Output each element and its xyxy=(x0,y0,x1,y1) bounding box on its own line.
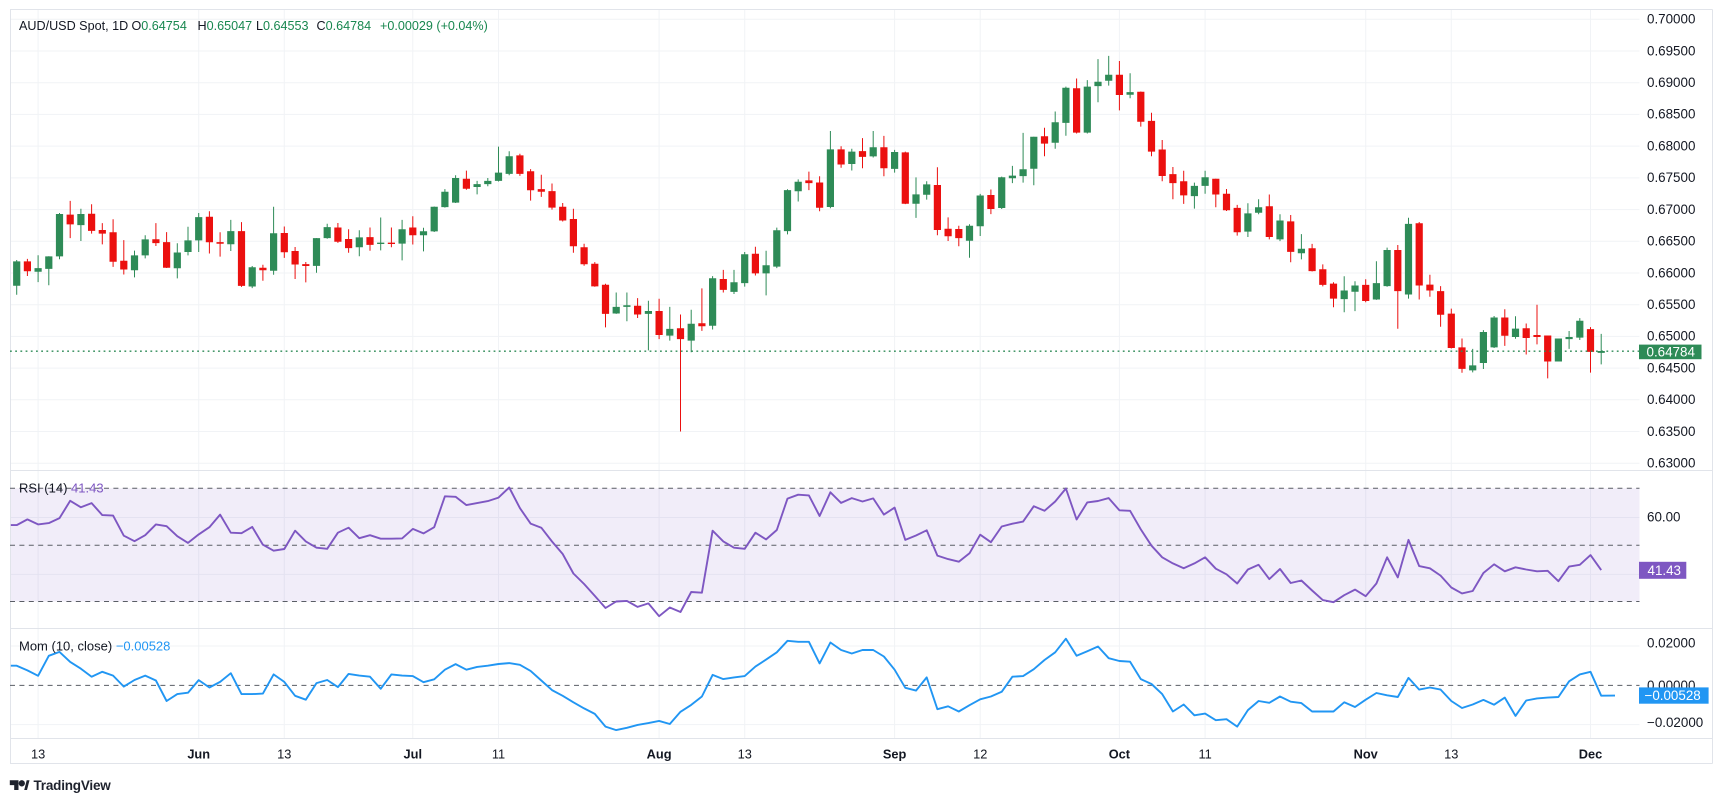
svg-text:Mom (10, close) −0.00528: Mom (10, close) −0.00528 xyxy=(19,638,170,653)
svg-text:Dec: Dec xyxy=(1579,747,1602,762)
svg-text:13: 13 xyxy=(1444,747,1458,762)
svg-text:11: 11 xyxy=(492,747,505,762)
svg-text:0.64000: 0.64000 xyxy=(1647,392,1695,407)
svg-text:11: 11 xyxy=(1198,747,1211,762)
svg-text:Nov: Nov xyxy=(1354,747,1379,762)
svg-text:0.64784: 0.64784 xyxy=(1647,344,1696,359)
svg-text:13: 13 xyxy=(31,747,45,762)
svg-text:0.63000: 0.63000 xyxy=(1647,456,1695,471)
svg-text:0.70000: 0.70000 xyxy=(1647,12,1695,27)
svg-text:0.02000: 0.02000 xyxy=(1647,636,1695,651)
svg-text:0.68500: 0.68500 xyxy=(1647,107,1695,122)
svg-text:−0.02000: −0.02000 xyxy=(1647,715,1703,730)
svg-text:41.43: 41.43 xyxy=(1648,563,1682,578)
svg-text:12: 12 xyxy=(973,747,987,762)
svg-text:0.66000: 0.66000 xyxy=(1647,265,1695,280)
svg-text:L0.64553: L0.64553 xyxy=(256,19,309,33)
svg-text:Oct: Oct xyxy=(1109,747,1131,762)
svg-text:TradingView: TradingView xyxy=(34,778,112,793)
svg-text:−0.00528: −0.00528 xyxy=(1645,688,1701,703)
svg-text:0.65500: 0.65500 xyxy=(1647,297,1695,312)
svg-text:H0.65047: H0.65047 xyxy=(198,19,253,33)
svg-text:O0.64754: O0.64754 xyxy=(132,19,187,33)
svg-text:C0.64784: C0.64784 xyxy=(317,19,372,33)
svg-text:0.63500: 0.63500 xyxy=(1647,424,1695,439)
svg-text:13: 13 xyxy=(738,747,752,762)
svg-text:0.67500: 0.67500 xyxy=(1647,170,1695,185)
svg-text:+0.00029 (+0.04%): +0.00029 (+0.04%) xyxy=(380,19,488,33)
svg-text:0.65000: 0.65000 xyxy=(1647,329,1695,344)
svg-text:0.67000: 0.67000 xyxy=(1647,202,1695,217)
svg-text:Aug: Aug xyxy=(647,747,672,762)
svg-text:RSI (14) 41.43: RSI (14) 41.43 xyxy=(19,480,104,495)
svg-text:0.69000: 0.69000 xyxy=(1647,75,1695,90)
svg-text:0.69500: 0.69500 xyxy=(1647,43,1695,58)
svg-text:0.66500: 0.66500 xyxy=(1647,234,1695,249)
svg-text:13: 13 xyxy=(277,747,291,762)
svg-text:Sep: Sep xyxy=(883,747,907,762)
svg-text:60.00: 60.00 xyxy=(1647,510,1681,525)
svg-text:0.68000: 0.68000 xyxy=(1647,138,1695,153)
svg-text:0.64500: 0.64500 xyxy=(1647,360,1695,375)
svg-text:Jun: Jun xyxy=(187,747,210,762)
svg-text:Jul: Jul xyxy=(404,747,423,762)
svg-text:AUD/USD Spot, 1D: AUD/USD Spot, 1D xyxy=(19,19,128,33)
